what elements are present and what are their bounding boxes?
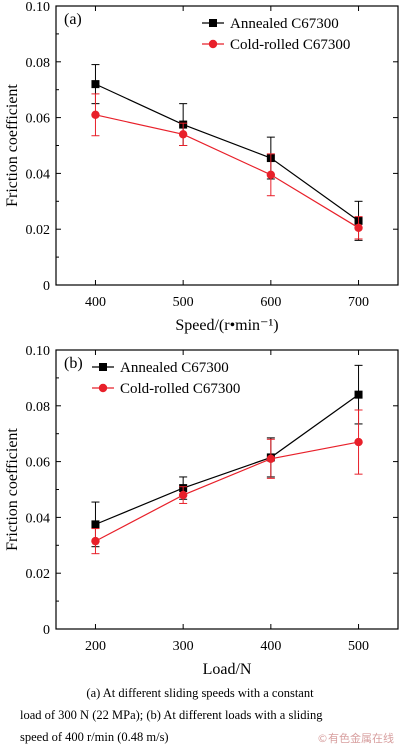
x-tick-label: 400: [260, 639, 281, 654]
data-point-square: [91, 520, 100, 529]
y-tick-label: 0.04: [26, 511, 51, 526]
legend-label: Cold-rolled C67300: [120, 381, 240, 397]
series-line: [95, 394, 359, 525]
series-line: [95, 114, 359, 229]
y-tick-label: 0.02: [26, 567, 51, 582]
data-point-circle: [354, 223, 363, 233]
y-tick-label: 0.10: [26, 344, 51, 359]
y-tick-label: 0.02: [26, 223, 51, 238]
series-line: [95, 83, 359, 222]
caption-line-1: (a) At different sliding speeds with a c…: [86, 686, 314, 700]
legend-marker-circle: [98, 383, 108, 393]
data-point-circle: [91, 110, 100, 120]
y-tick-label: 0.06: [26, 112, 51, 127]
legend-label: Cold-rolled C67300: [230, 37, 350, 53]
y-tick-label: 0.08: [26, 400, 51, 415]
y-axis-label: Friction coefficient: [4, 84, 21, 207]
series-line: [95, 441, 359, 542]
data-point-circle: [91, 536, 100, 546]
data-point-circle: [178, 130, 188, 139]
x-tick-label: 400: [85, 295, 106, 310]
friction-charts: 0 0.02 0.04 0.06 0.08 0.10 400 500 600 700 Speed/(…: [4, 0, 399, 678]
y-tick-label: 0.04: [26, 167, 51, 182]
y-tick-label: 0.08: [26, 56, 51, 71]
x-tick-label: 500: [348, 639, 369, 654]
caption-line-3: speed of 400 r/min (0.48 m/s): [20, 730, 169, 744]
legend-label: Annealed C67300: [230, 16, 339, 32]
x-tick-label: 500: [173, 295, 194, 310]
x-axis-label: Speed/(r•min⁻¹): [175, 317, 278, 334]
data-point-circle: [178, 490, 188, 500]
data-point-square: [354, 390, 363, 399]
watermark: ©有色金属在线: [317, 732, 394, 745]
legend-label: Annealed C67300: [120, 360, 229, 376]
panel-label: (b): [64, 355, 83, 372]
x-tick-label: 200: [85, 639, 106, 654]
legend-marker-square: [209, 19, 217, 27]
x-tick-label: 700: [348, 295, 369, 310]
x-axis-label: Load/N: [203, 661, 252, 678]
caption-line-2: load of 300 N (22 MPa); (b) At different…: [20, 708, 323, 722]
y-tick-label: 0.10: [26, 0, 51, 15]
y-tick-label: 0: [43, 623, 50, 638]
legend-marker-circle: [208, 39, 218, 49]
data-point-square: [91, 80, 100, 89]
data-point-circle: [266, 170, 276, 179]
panel-label: (a): [64, 11, 82, 28]
x-tick-label: 600: [260, 295, 281, 310]
y-tick-label: 0: [43, 279, 50, 294]
x-tick-label: 300: [173, 639, 194, 654]
legend-marker-square: [99, 363, 107, 371]
y-axis-label: Friction coefficient: [4, 428, 21, 551]
y-tick-label: 0.06: [26, 456, 51, 471]
data-point-circle: [266, 454, 276, 464]
data-point-circle: [354, 437, 363, 447]
